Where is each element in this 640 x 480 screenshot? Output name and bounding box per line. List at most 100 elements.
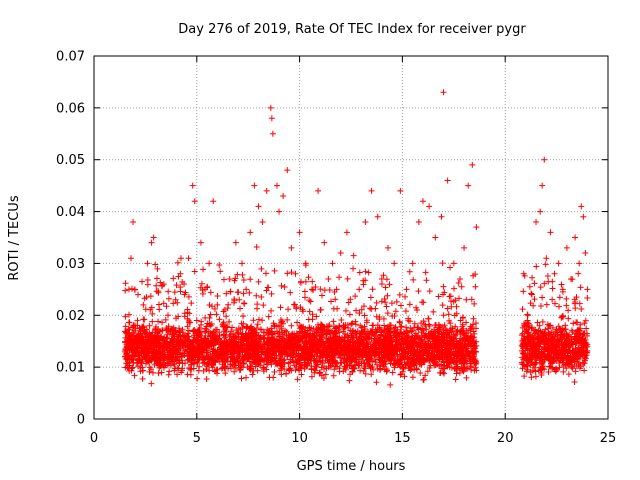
data-point [274, 361, 281, 368]
data-point [394, 351, 401, 358]
data-point [433, 359, 440, 366]
data-point [299, 332, 306, 339]
data-point [352, 328, 359, 335]
data-point [155, 288, 162, 295]
data-point [411, 320, 418, 327]
data-point [397, 302, 404, 309]
data-point [279, 318, 286, 325]
data-point [253, 292, 260, 299]
data-point [450, 298, 457, 305]
data-point [220, 332, 227, 339]
data-point [254, 301, 261, 308]
data-point [349, 320, 356, 327]
data-point [212, 368, 219, 375]
data-point [170, 351, 177, 358]
data-point [166, 368, 173, 375]
data-point [370, 345, 377, 352]
data-point [173, 282, 180, 289]
x-tick-label: 0 [90, 431, 98, 446]
data-point [197, 336, 204, 343]
data-point [239, 271, 246, 278]
data-point [470, 315, 477, 322]
x-tick-label: 20 [497, 431, 514, 446]
data-point [313, 342, 320, 349]
data-point [235, 362, 242, 369]
data-point [278, 360, 285, 367]
data-point [463, 374, 470, 381]
data-point [322, 371, 329, 378]
data-point [176, 325, 183, 332]
data-point [141, 295, 148, 302]
data-point [415, 288, 422, 295]
data-point [362, 268, 369, 275]
data-point [425, 315, 432, 322]
data-point [311, 334, 318, 341]
data-point [304, 351, 311, 358]
data-point [468, 296, 475, 303]
data-point [373, 299, 380, 306]
data-point [387, 325, 394, 332]
data-point [234, 271, 241, 278]
data-point [140, 316, 147, 323]
data-point [165, 288, 172, 295]
data-point [446, 333, 453, 340]
data-point [403, 324, 410, 331]
data-point [147, 356, 154, 363]
data-point [207, 351, 214, 358]
data-point [440, 365, 447, 372]
data-point [304, 327, 311, 334]
data-point [240, 313, 247, 320]
data-point [441, 362, 448, 369]
data-point [146, 335, 153, 342]
data-point [178, 255, 185, 262]
data-point [159, 327, 166, 334]
data-point [441, 289, 448, 296]
data-point [132, 327, 139, 334]
data-point [472, 271, 479, 278]
data-point [470, 338, 477, 345]
data-point [231, 277, 238, 284]
data-point [348, 357, 355, 364]
data-point [294, 319, 301, 326]
data-point [321, 351, 328, 358]
data-point [323, 331, 330, 338]
data-point [288, 269, 295, 276]
data-point [175, 313, 182, 320]
data-point [298, 371, 305, 378]
data-point [372, 332, 379, 339]
data-point [286, 367, 293, 374]
data-point [285, 360, 292, 367]
data-point [447, 264, 454, 271]
data-point [336, 324, 343, 331]
data-point [283, 370, 290, 377]
data-point [308, 354, 315, 361]
data-point [392, 329, 399, 336]
data-point [138, 278, 145, 285]
data-point [219, 321, 226, 328]
data-point [333, 360, 340, 367]
data-point [469, 347, 476, 354]
data-point [144, 276, 151, 283]
data-point [276, 333, 283, 340]
data-point [401, 373, 408, 380]
data-point [344, 275, 351, 282]
data-point [452, 376, 459, 383]
data-point [235, 289, 242, 296]
data-point [326, 330, 333, 337]
data-point [427, 355, 434, 362]
data-point [439, 302, 446, 309]
data-point [318, 292, 325, 299]
data-point [470, 328, 477, 335]
data-point [367, 305, 374, 312]
data-point [237, 366, 244, 373]
data-point [177, 284, 184, 291]
data-point [191, 334, 198, 341]
data-point [314, 329, 321, 336]
data-point [149, 369, 156, 376]
data-point [129, 364, 136, 371]
data-point [265, 327, 272, 334]
data-point [153, 282, 160, 289]
data-point [438, 361, 445, 368]
data-point [124, 355, 131, 362]
data-point [291, 362, 298, 369]
